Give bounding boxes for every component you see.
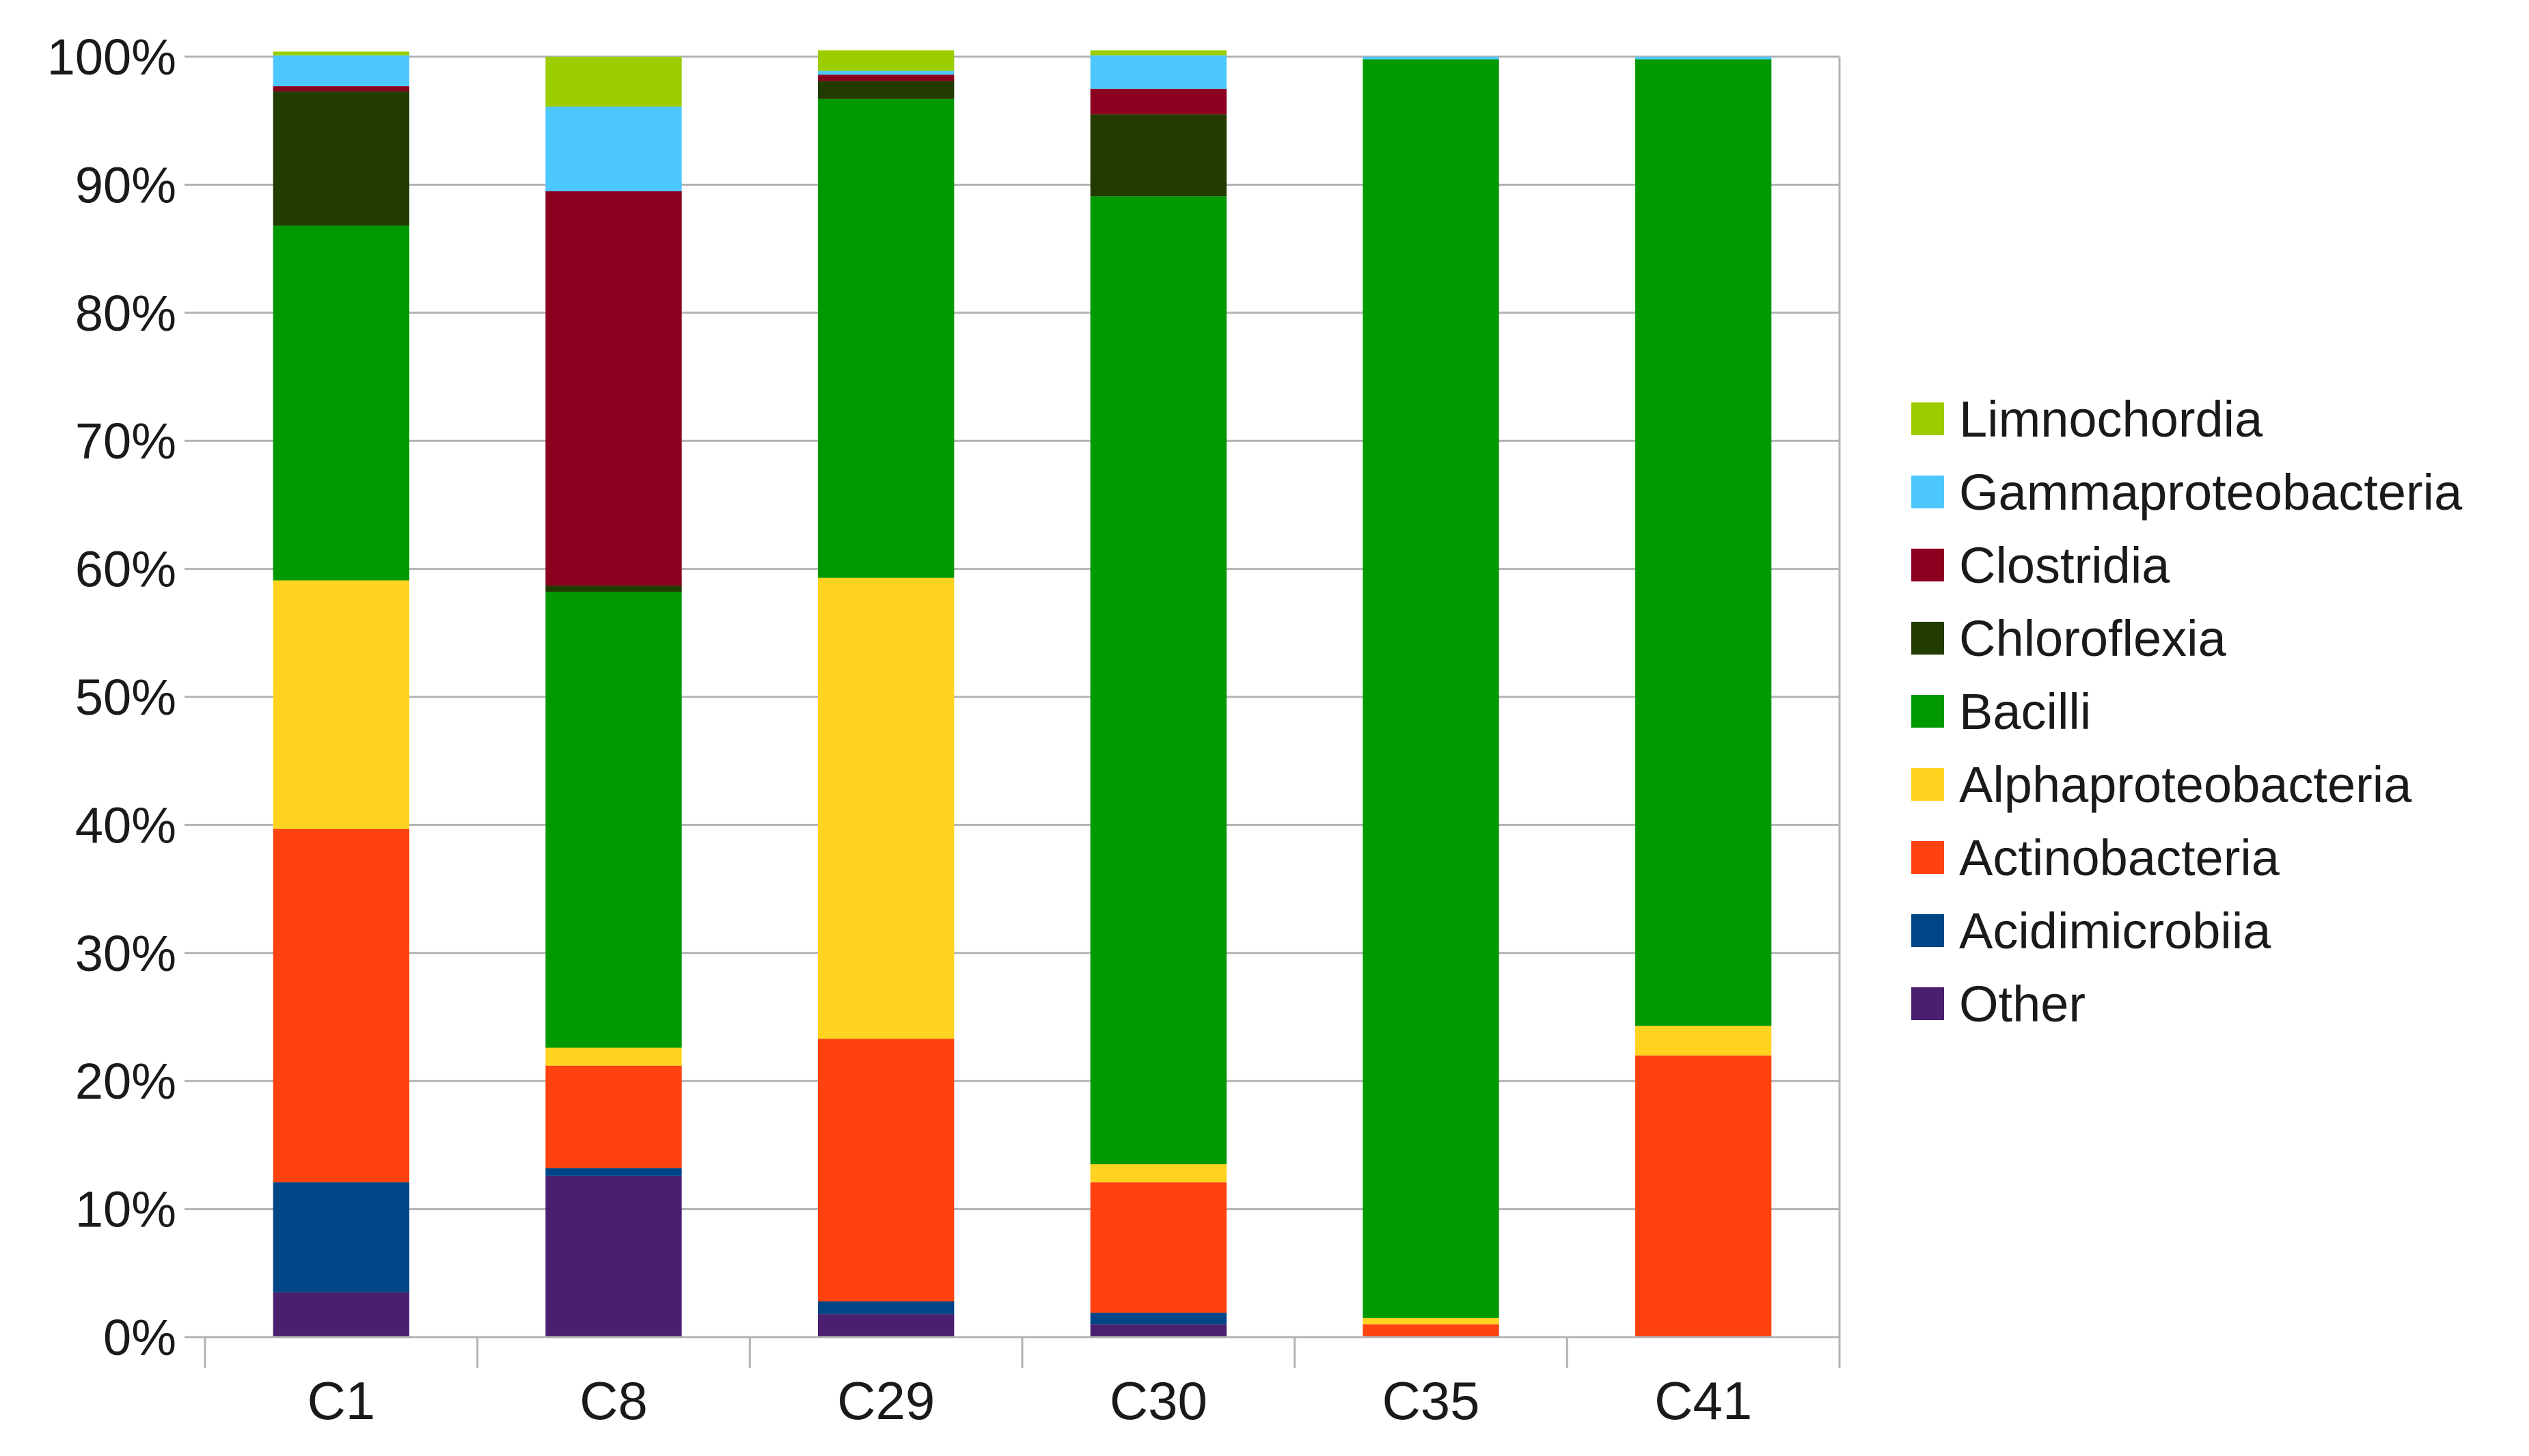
bar-segment-c30-other — [1090, 1324, 1227, 1337]
legend-swatch-gammaproteobacteria — [1911, 476, 1944, 508]
bar-segment-c1-bacilli — [273, 225, 409, 581]
bar-segment-c8-actinobacteria — [545, 1065, 682, 1168]
bar-segment-c1-chloroflexia — [273, 91, 409, 226]
x-tick-label-c29: C29 — [837, 1371, 935, 1431]
x-tick-label-c1: C1 — [307, 1371, 375, 1431]
y-tick-label: 20% — [75, 1053, 176, 1110]
y-tick-label: 50% — [75, 669, 176, 726]
bar-segment-c8-other — [545, 1175, 682, 1337]
legend-label-actinobacteria: Actinobacteria — [1959, 829, 2280, 886]
bar-segment-c30-limnochordia — [1090, 50, 1227, 56]
bar-segment-c41-bacilli — [1635, 59, 1772, 1026]
bar-segment-c41-gammaproteobacteria — [1635, 57, 1772, 59]
bar-segment-c30-gammaproteobacteria — [1090, 55, 1227, 89]
y-tick-label: 80% — [75, 285, 176, 342]
bar-segment-c1-acidimicrobiia — [273, 1182, 409, 1293]
bar-segment-c30-acidimicrobiia — [1090, 1313, 1227, 1325]
bar-segment-c30-actinobacteria — [1090, 1182, 1227, 1313]
legend-swatch-actinobacteria — [1911, 841, 1944, 874]
bar-segment-c29-chloroflexia — [818, 81, 955, 99]
bar-segment-c35-actinobacteria — [1363, 1324, 1499, 1337]
y-tick-label: 60% — [75, 541, 176, 598]
x-tick-label-c41: C41 — [1654, 1371, 1752, 1431]
bar-segment-c1-actinobacteria — [273, 829, 409, 1183]
bar-segment-c29-bacilli — [818, 98, 955, 578]
legend-label-bacilli: Bacilli — [1959, 683, 2091, 740]
axes: 0% 10% 20% 30% 40% 50% 60% 70% 80% 90% 100% C1 C8 C29… — [47, 29, 1841, 1431]
y-tick-label: 70% — [75, 413, 176, 469]
legend: Limnochordia Gammaproteobacteria Clostridi… — [1911, 391, 2463, 1032]
bar-segment-c29-clostridia — [818, 74, 955, 81]
legend-swatch-acidimicrobiia — [1911, 914, 1944, 947]
bar-segment-c8-acidimicrobiia — [545, 1168, 682, 1176]
bar-segment-c35-gammaproteobacteria — [1363, 57, 1499, 59]
legend-swatch-chloroflexia — [1911, 622, 1944, 655]
bar-segment-c8-chloroflexia — [545, 585, 682, 592]
bar-segment-c1-other — [273, 1292, 409, 1337]
gridlines — [184, 55, 1841, 1338]
x-tick-label-c35: C35 — [1382, 1371, 1479, 1431]
bar-segment-c30-clostridia — [1090, 88, 1227, 115]
bar-segment-c8-alphaproteobacteria — [545, 1047, 682, 1066]
bar-segment-c30-alphaproteobacteria — [1090, 1164, 1227, 1183]
legend-label-limnochordia: Limnochordia — [1959, 391, 2263, 448]
bar-segment-c35-alphaproteobacteria — [1363, 1317, 1499, 1325]
bar-segment-c1-limnochordia — [273, 51, 409, 56]
bar-segment-c29-acidimicrobiia — [818, 1301, 955, 1315]
legend-label-alphaproteobacteria: Alphaproteobacteria — [1959, 756, 2412, 813]
bar-segment-c41-actinobacteria — [1635, 1055, 1772, 1337]
legend-label-other: Other — [1959, 976, 2086, 1032]
bar-segment-c1-alphaproteobacteria — [273, 580, 409, 829]
bar-segment-c29-alphaproteobacteria — [818, 577, 955, 1039]
y-tick-label: 30% — [75, 925, 176, 982]
bar-segment-c35-bacilli — [1363, 59, 1499, 1318]
bar-segment-c29-other — [818, 1314, 955, 1337]
bar-segment-c8-gammaproteobacteria — [545, 107, 682, 191]
legend-swatch-clostridia — [1911, 549, 1944, 581]
bar-segment-c8-clostridia — [545, 191, 682, 586]
legend-swatch-alphaproteobacteria — [1911, 768, 1944, 801]
bar-segment-c8-bacilli — [545, 592, 682, 1048]
bar-segment-c29-actinobacteria — [818, 1039, 955, 1302]
x-tick-label-c8: C8 — [579, 1371, 648, 1431]
y-tick-label: 10% — [75, 1181, 176, 1238]
x-tick-label-c30: C30 — [1110, 1371, 1207, 1431]
y-tick-label: 90% — [75, 156, 176, 213]
bars — [273, 50, 1772, 1337]
bar-segment-c29-limnochordia — [818, 50, 955, 71]
bar-segment-c1-clostridia — [273, 86, 409, 92]
bar-segment-c30-chloroflexia — [1090, 114, 1227, 197]
legend-label-chloroflexia: Chloroflexia — [1959, 610, 2227, 667]
bar-segment-c29-gammaproteobacteria — [818, 70, 955, 75]
y-tick-label: 40% — [75, 797, 176, 853]
y-tick-label: 0% — [103, 1309, 176, 1366]
legend-swatch-limnochordia — [1911, 402, 1944, 435]
bar-segment-c8-limnochordia — [545, 57, 682, 107]
y-tick-label: 100% — [47, 29, 176, 85]
legend-label-clostridia: Clostridia — [1959, 537, 2170, 594]
legend-swatch-other — [1911, 987, 1944, 1020]
legend-swatch-bacilli — [1911, 695, 1944, 728]
bar-segment-c30-bacilli — [1090, 196, 1227, 1165]
bar-segment-c1-gammaproteobacteria — [273, 55, 409, 87]
legend-label-acidimicrobiia: Acidimicrobiia — [1959, 903, 2271, 959]
legend-label-gammaproteobacteria: Gammaproteobacteria — [1959, 464, 2463, 521]
bar-segment-c41-alphaproteobacteria — [1635, 1026, 1772, 1056]
